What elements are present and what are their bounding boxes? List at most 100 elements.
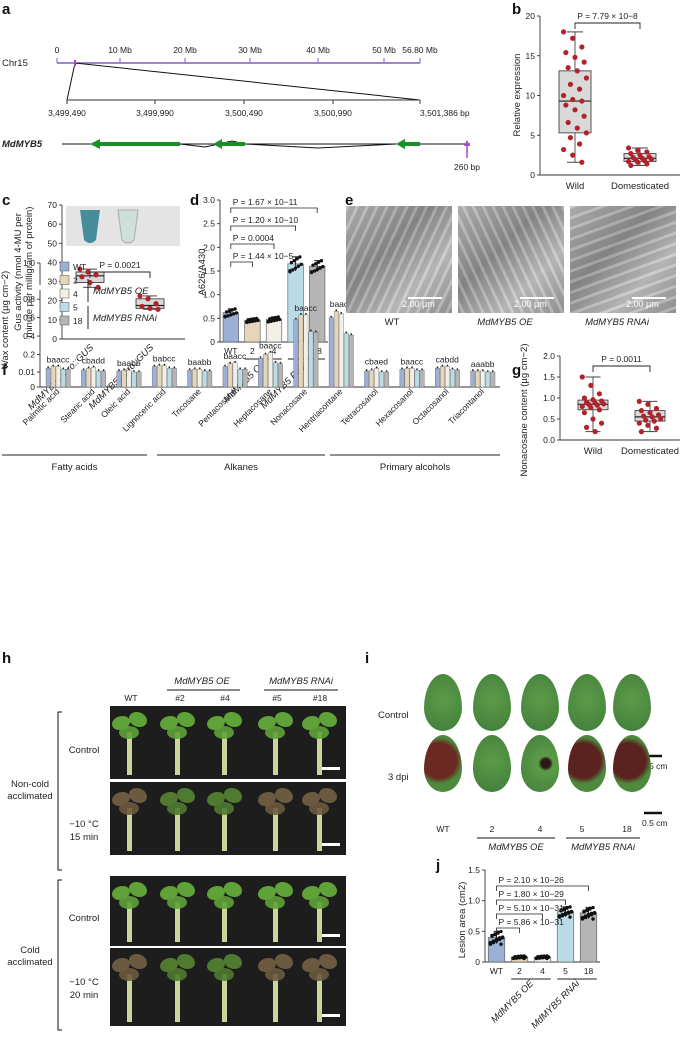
plant-cutting — [300, 712, 340, 775]
zoom-tick-label: 3,500,490 — [225, 108, 263, 118]
p-value: P = 1.67 × 10−11 — [233, 197, 298, 207]
bar — [450, 369, 455, 388]
data-point — [543, 955, 548, 959]
sig-letters: aaabb — [471, 359, 495, 369]
data-point — [137, 293, 143, 299]
bar — [50, 366, 56, 388]
plant-cutting — [205, 788, 245, 851]
p-value: P = 7.79 × 10−8 — [577, 11, 638, 21]
plant-cutting — [256, 882, 296, 942]
data-point — [581, 113, 587, 119]
y-tick-label: 30 — [48, 277, 58, 287]
legend-label: WT — [73, 262, 86, 272]
p-value: P = 0.0004 — [233, 233, 274, 243]
data-point — [451, 367, 454, 370]
h-block-noncold-2: acclimated — [7, 791, 52, 802]
gus-tube-1 — [80, 210, 100, 243]
data-point — [147, 305, 153, 311]
bar — [202, 370, 208, 388]
data-point — [559, 908, 563, 912]
x-tick-label: Tricosane — [170, 386, 203, 419]
data-point — [644, 149, 650, 155]
legend-swatch — [59, 261, 70, 272]
p-value: P = 2.10 × 10−26 — [499, 875, 565, 885]
data-point — [318, 266, 322, 270]
bar — [379, 371, 385, 388]
data-point — [576, 141, 583, 147]
bar — [298, 314, 304, 388]
data-point — [581, 410, 588, 416]
chromosome-ticks: 0 10 Mb 20 Mb 30 Mb 40 Mb 50 Mb 56.80 Mb — [55, 45, 438, 63]
i-group-rnai: MdMYB5 RNAi — [571, 842, 636, 853]
data-point — [314, 330, 317, 333]
leaf-image — [473, 735, 511, 792]
bar — [440, 366, 445, 388]
legend-swatch — [59, 275, 70, 285]
data-point — [321, 264, 325, 269]
data-point — [517, 955, 522, 960]
bar — [151, 366, 157, 388]
data-point — [441, 364, 444, 367]
h-line-5: #5 — [272, 693, 282, 703]
bar — [470, 370, 476, 388]
data-point — [401, 367, 403, 370]
data-point — [229, 361, 232, 364]
bar — [96, 370, 101, 388]
data-point — [583, 914, 588, 918]
bar — [419, 369, 425, 388]
x-tick-label: WT — [224, 346, 237, 356]
y-tick-label: 20 — [48, 296, 58, 306]
leaf-image — [568, 735, 606, 792]
data-point — [566, 910, 571, 914]
data-point — [406, 366, 408, 369]
data-point — [496, 930, 500, 935]
data-point — [311, 263, 315, 267]
data-point — [315, 267, 319, 272]
y-tick-label: 0.0 — [543, 435, 555, 445]
data-point — [299, 262, 303, 267]
y-tick-label: 2.5 — [203, 219, 215, 229]
plant-cutting — [158, 712, 198, 775]
y-tick-label: 2.0 — [543, 351, 555, 361]
p-value: P = 0.0021 — [99, 260, 140, 270]
data-point — [491, 939, 496, 943]
class-label: Fatty acids — [52, 462, 98, 473]
bar — [161, 365, 167, 388]
data-point — [590, 416, 596, 422]
sig-letters: baabb — [117, 358, 141, 368]
data-point — [500, 935, 505, 939]
panel-label-d: d — [190, 192, 199, 209]
bar — [197, 369, 203, 388]
bar — [435, 368, 440, 388]
y-tick-label: 1.5 — [543, 372, 555, 382]
data-point — [625, 158, 632, 165]
data-point — [560, 92, 567, 99]
data-point — [274, 360, 277, 363]
data-point — [653, 405, 660, 412]
plant-cutting — [110, 882, 150, 942]
data-point — [579, 159, 585, 165]
data-point — [223, 314, 227, 319]
data-point — [245, 320, 249, 324]
bar — [364, 370, 370, 388]
data-point — [259, 356, 262, 359]
sig-bracket — [592, 365, 651, 372]
bar — [328, 317, 334, 388]
data-point — [645, 401, 651, 407]
plant-cutting — [205, 954, 245, 1022]
data-point — [598, 420, 605, 426]
panel-label-c: c — [2, 192, 10, 209]
data-point — [335, 309, 338, 312]
scalebar — [322, 934, 340, 937]
i-line-wt: WT — [436, 824, 449, 834]
x-tick-label: Domesticated — [611, 181, 669, 192]
data-point — [123, 368, 125, 371]
data-point — [350, 333, 353, 336]
data-point — [514, 956, 519, 960]
x-tick-label: Triacontanol — [446, 386, 486, 426]
data-point — [138, 370, 140, 372]
y-tick-label: 0 — [30, 382, 35, 392]
scalebar — [632, 297, 666, 299]
data-point — [645, 422, 651, 428]
plant-cutting — [110, 788, 150, 851]
